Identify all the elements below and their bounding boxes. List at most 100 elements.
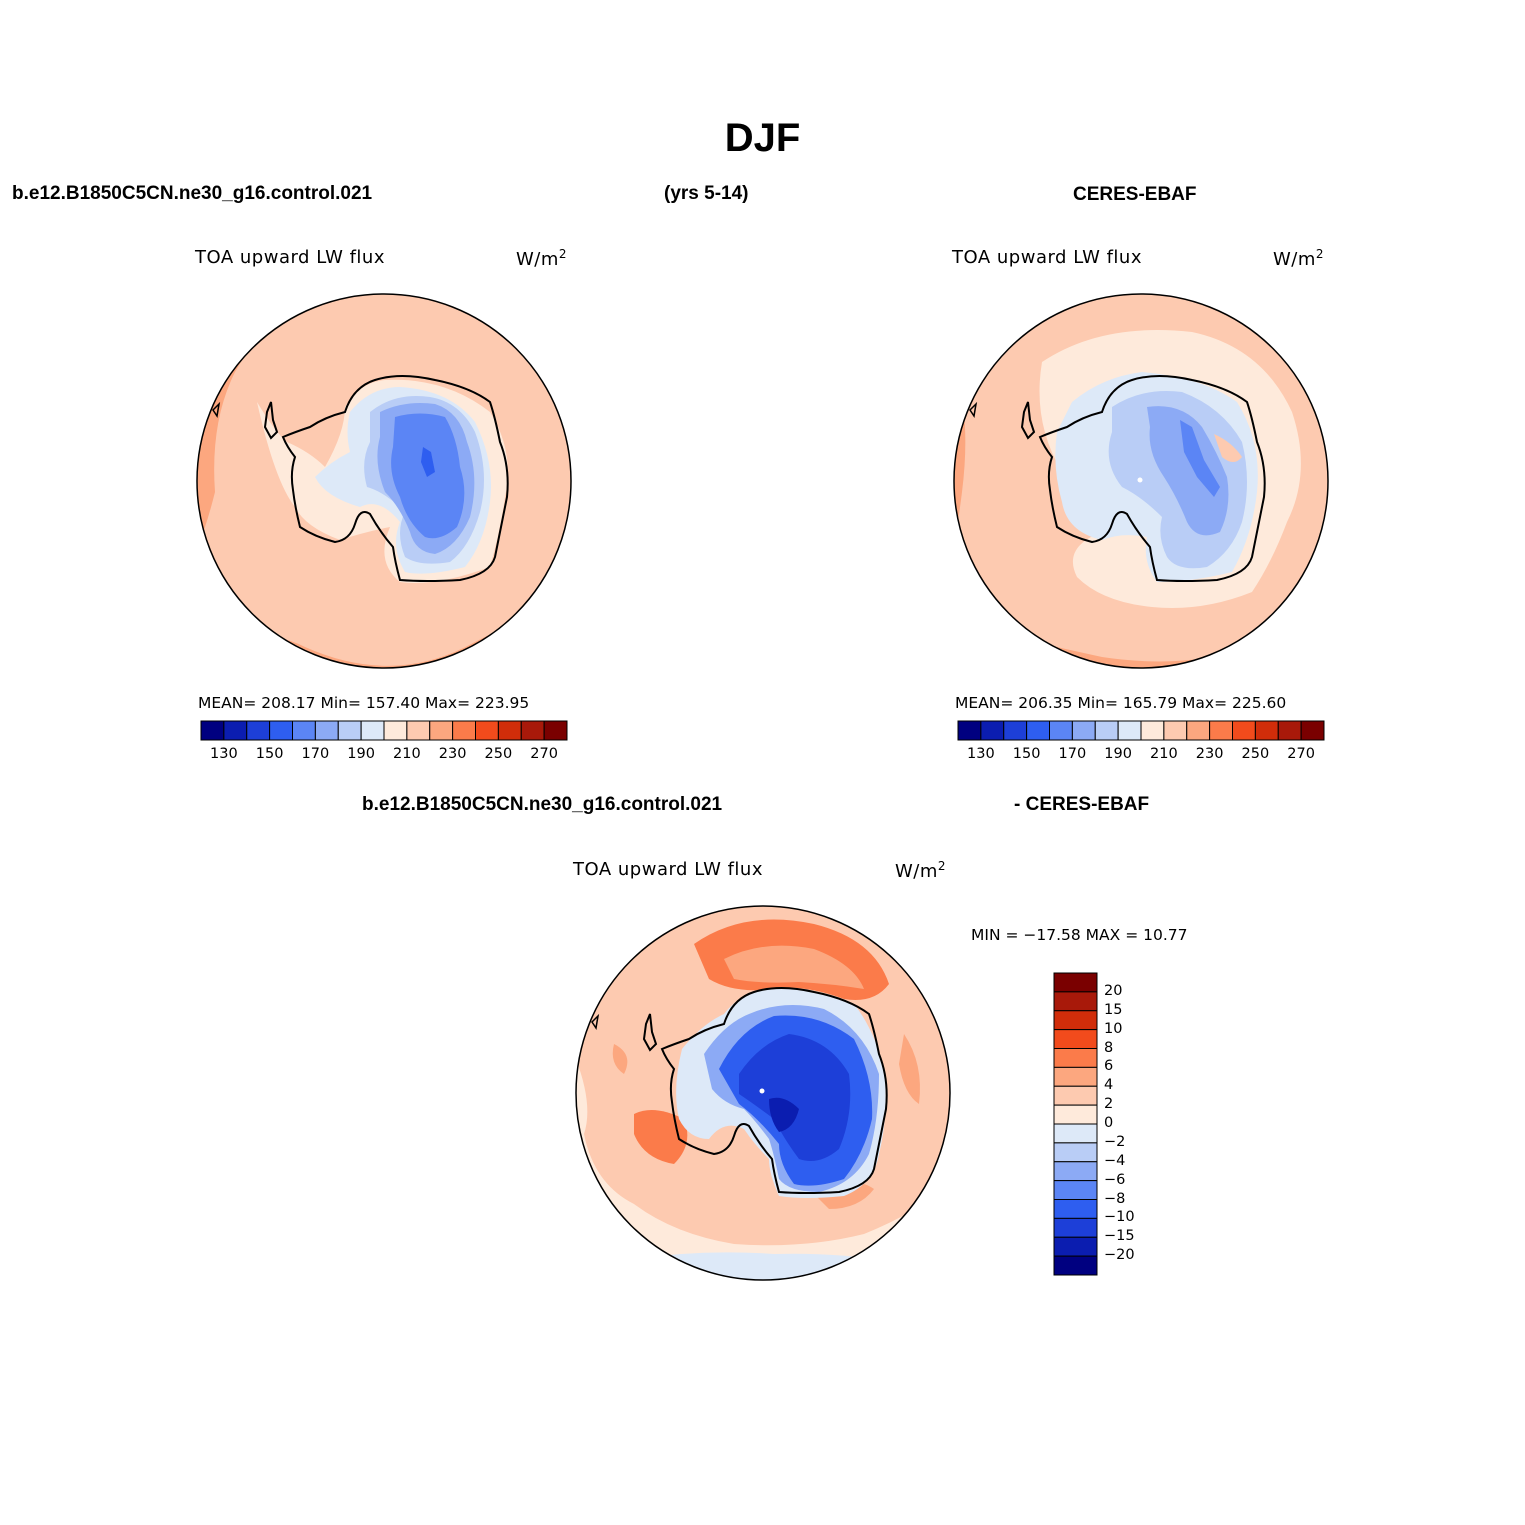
- diff-colorbar-tick-label: −4: [1104, 1152, 1126, 1169]
- model-colorbar-tick-label: 270: [530, 746, 558, 762]
- diff-colorbar: [1053, 972, 1098, 1276]
- obs-colorbar-box: [1277, 720, 1302, 741]
- obs-colorbar-box: [1254, 720, 1279, 741]
- obs-colorbar-box: [1049, 720, 1073, 741]
- obs-colorbar-tick-label: 150: [1012, 746, 1041, 762]
- diff-colorbar-tick-label: 15: [1104, 1001, 1123, 1018]
- obs-colorbar-tick-label: 170: [1058, 746, 1087, 762]
- obs-colorbar: [957, 720, 1325, 741]
- model-colorbar-box: [543, 720, 568, 741]
- diff-colorbar-tick-label: −15: [1104, 1228, 1135, 1245]
- diff-colorbar-tick-label: 6: [1104, 1058, 1114, 1075]
- diff-colorbar-box: [1053, 1180, 1098, 1200]
- diff-colorbar-box: [1053, 1048, 1098, 1068]
- obs-colorbar-box: [1026, 720, 1050, 741]
- model-colorbar-box: [337, 720, 362, 741]
- model-colorbar-box: [200, 720, 225, 741]
- model-colorbar: [200, 720, 568, 741]
- model-colorbar-box: [406, 720, 431, 741]
- diff-colorbar-box: [1053, 1255, 1098, 1276]
- model-colorbar-box: [520, 720, 545, 741]
- obs-polar-map: [953, 293, 1329, 669]
- model-stats: MEAN= 208.17 Min= 157.40 Max= 223.95: [198, 694, 530, 712]
- diff-colorbar-box: [1053, 1217, 1098, 1238]
- obs-header: CERES-EBAF: [1073, 184, 1197, 205]
- model-colorbar-tick-label: 170: [301, 746, 330, 762]
- diff-colorbar-tick-label: −10: [1104, 1209, 1135, 1226]
- obs-colorbar-tick-label: 190: [1104, 746, 1132, 762]
- model-colorbar-tick-label: 250: [484, 746, 513, 762]
- obs-colorbar-box: [1003, 720, 1028, 741]
- model-colorbar-box: [292, 720, 316, 741]
- model-colorbar-box: [475, 720, 499, 741]
- diff-colorbar-box: [1053, 1104, 1098, 1125]
- model-colorbar-box: [360, 720, 385, 741]
- model-units-label: W/m2: [516, 247, 568, 270]
- model-colorbar-tick-label: 230: [438, 746, 467, 762]
- model-colorbar-tick-label: 190: [347, 746, 375, 762]
- model-colorbar-tick-label: 210: [393, 746, 421, 762]
- model-colorbar-tick-label: 130: [210, 746, 238, 762]
- model-colorbar-box: [223, 720, 248, 741]
- diff-colorbar-box: [1053, 1029, 1098, 1049]
- obs-colorbar-tick-label: 270: [1287, 746, 1315, 762]
- obs-colorbar-tick-label: 130: [967, 746, 995, 762]
- obs-colorbar-box: [957, 720, 982, 741]
- model-colorbar-box: [246, 720, 271, 741]
- diff-colorbar-tick-label: 10: [1104, 1020, 1123, 1037]
- diff-colorbar-tick-label: 4: [1104, 1077, 1114, 1094]
- diff-colorbar-box: [1053, 1142, 1098, 1163]
- obs-colorbar-tick-label: 210: [1150, 746, 1178, 762]
- years-header: (yrs 5-14): [664, 183, 749, 204]
- diff-colorbar-tick-label: −20: [1104, 1247, 1135, 1264]
- obs-units-label: W/m2: [1273, 247, 1325, 270]
- obs-colorbar-box: [1071, 720, 1096, 741]
- diff-colorbar-box: [1053, 1010, 1098, 1031]
- diff-colorbar-tick-label: −6: [1104, 1171, 1126, 1188]
- model-polar-map: [196, 293, 572, 669]
- figure-title: DJF: [724, 116, 801, 160]
- obs-colorbar-box: [1117, 720, 1142, 741]
- obs-stats: MEAN= 206.35 Min= 165.79 Max= 225.60: [955, 694, 1287, 712]
- diff-model-header: b.e12.B1850C5CN.ne30_g16.control.021: [362, 794, 723, 815]
- obs-colorbar-tick-label: 250: [1241, 746, 1270, 762]
- diff-colorbar-tick-label: 0: [1104, 1115, 1114, 1131]
- diff-colorbar-tick-label: −8: [1104, 1190, 1126, 1207]
- obs-colorbar-box: [1186, 720, 1211, 741]
- obs-colorbar-box: [1094, 720, 1119, 741]
- diff-units-label: W/m2: [895, 859, 947, 882]
- model-colorbar-box: [497, 720, 522, 741]
- diff-colorbar-tick-label: 20: [1104, 982, 1123, 999]
- obs-variable-label: TOA upward LW flux: [952, 247, 1142, 268]
- model-colorbar-box: [314, 720, 339, 741]
- diff-stats: MIN = −17.58 MAX = 10.77: [971, 926, 1188, 944]
- obs-colorbar-box: [1163, 720, 1188, 741]
- model-colorbar-box: [452, 720, 476, 741]
- diff-variable-label: TOA upward LW flux: [573, 859, 763, 880]
- diff-colorbar-box: [1053, 1199, 1098, 1219]
- diff-colorbar-box: [1053, 1066, 1098, 1087]
- obs-colorbar-box: [1140, 720, 1165, 741]
- diff-obs-header: - CERES-EBAF: [1014, 794, 1150, 815]
- model-colorbar-tick-label: 150: [255, 746, 284, 762]
- model-variable-label: TOA upward LW flux: [195, 247, 385, 268]
- diff-colorbar-box: [1053, 1123, 1098, 1144]
- diff-colorbar-tick-label: 2: [1104, 1096, 1114, 1113]
- obs-colorbar-box: [980, 720, 1005, 741]
- model-colorbar-box: [429, 720, 454, 741]
- model-colorbar-box: [269, 720, 293, 741]
- diff-colorbar-tick-label: 8: [1104, 1039, 1114, 1056]
- diff-polar-map: [575, 905, 951, 1281]
- obs-colorbar-tick-label: 230: [1195, 746, 1224, 762]
- diff-colorbar-box: [1053, 972, 1098, 993]
- diff-colorbar-box: [1053, 1161, 1098, 1182]
- diff-colorbar-box: [1053, 991, 1098, 1012]
- model-case-header: b.e12.B1850C5CN.ne30_g16.control.021: [12, 183, 373, 204]
- diff-colorbar-box: [1053, 1085, 1098, 1106]
- obs-colorbar-box: [1209, 720, 1233, 741]
- obs-colorbar-box: [1232, 720, 1256, 741]
- diff-colorbar-tick-label: −2: [1104, 1133, 1126, 1150]
- obs-colorbar-box: [1300, 720, 1325, 741]
- model-colorbar-box: [383, 720, 408, 741]
- diff-colorbar-box: [1053, 1236, 1098, 1257]
